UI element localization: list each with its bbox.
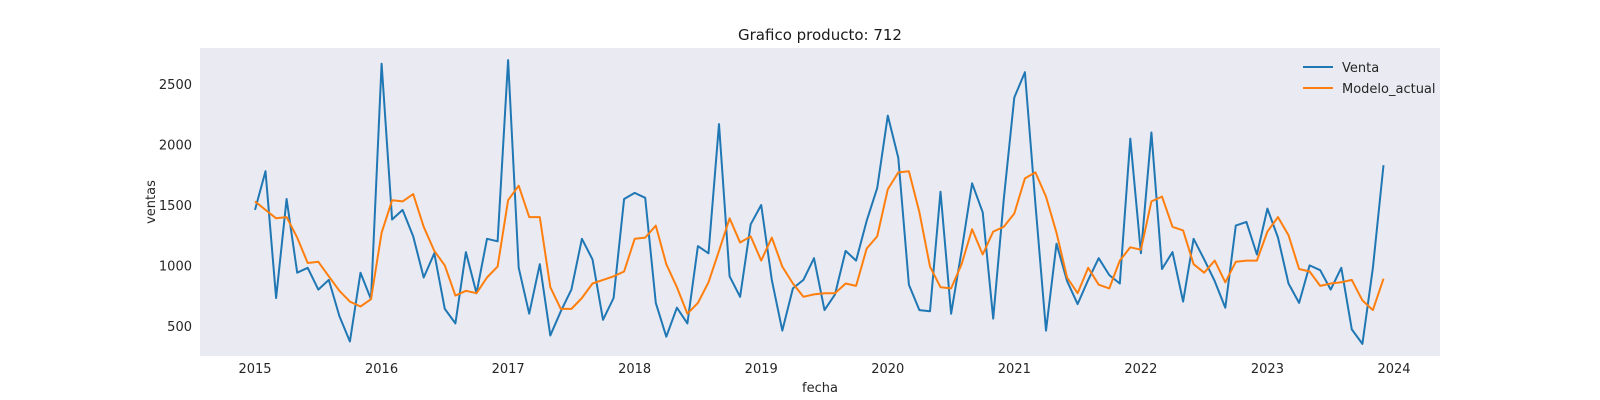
x-tick-label: 2023 [1251, 362, 1284, 377]
chart-title: Grafico producto: 712 [738, 26, 902, 44]
x-tick-label: 2022 [1124, 362, 1157, 377]
series-line-modelo-actual [254, 170, 1385, 315]
y-axis-label: ventas [144, 180, 159, 224]
series-line-venta [254, 59, 1385, 345]
legend: Venta Modelo_actual [1303, 61, 1436, 97]
x-tick-label: 2024 [1377, 362, 1410, 377]
x-tick-label: 2018 [618, 362, 651, 377]
x-tick-label: 2021 [998, 362, 1031, 377]
x-tick-label: 2015 [238, 362, 271, 377]
x-tick-label: 2016 [365, 362, 398, 377]
plot-background [200, 48, 1440, 356]
x-tick-label: 2019 [745, 362, 778, 377]
legend-label: Modelo_actual [1342, 82, 1436, 97]
y-tick-label: 1500 [159, 199, 192, 214]
x-tick-label: 2020 [871, 362, 904, 377]
y-tick-label: 2000 [159, 139, 192, 154]
y-tick-label: 1000 [159, 259, 192, 274]
x-axis-label: fecha [802, 381, 838, 396]
series-lines [254, 59, 1385, 345]
y-tick-label: 500 [167, 320, 192, 335]
y-tick-labels: 500 1000 1500 2000 2500 [159, 78, 192, 335]
x-tick-label: 2017 [492, 362, 525, 377]
y-tick-label: 2500 [159, 78, 192, 93]
legend-label: Venta [1342, 61, 1379, 76]
x-tick-labels: 2015 2016 2017 2018 2019 2020 2021 2022 2023 2024 [238, 362, 1410, 377]
